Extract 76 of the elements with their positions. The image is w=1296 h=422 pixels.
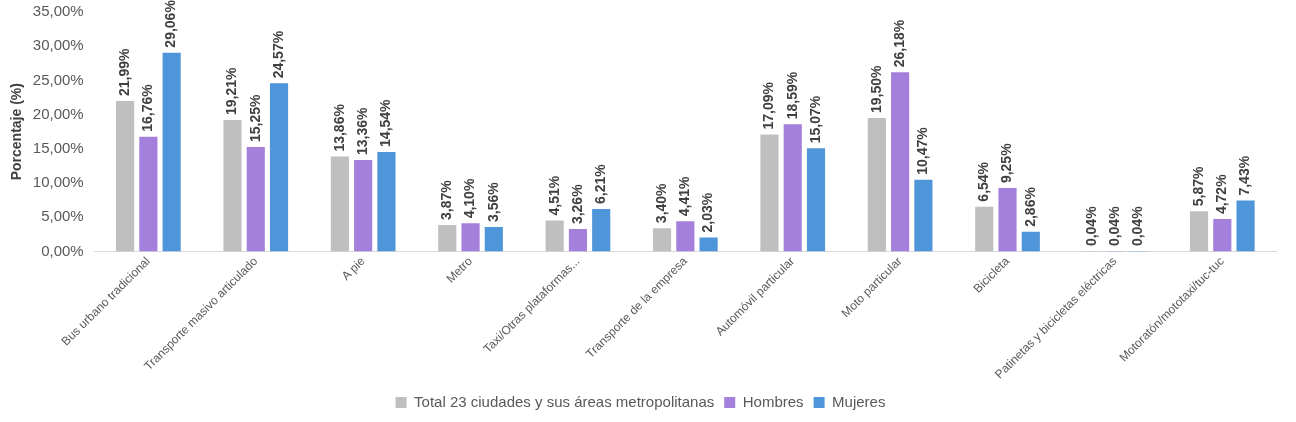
data-label: 14,54% xyxy=(377,98,394,147)
legend-label: Total 23 ciudades y sus áreas metropolitanas xyxy=(414,392,715,410)
bar xyxy=(891,72,910,252)
data-label: 3,40% xyxy=(652,182,669,224)
y-tick-label: 15,00% xyxy=(32,138,84,156)
data-label: 0,04% xyxy=(1082,205,1099,247)
bar xyxy=(377,151,396,252)
legend-label: Mujeres xyxy=(832,392,886,410)
bar xyxy=(461,223,480,252)
data-label: 15,25% xyxy=(246,94,263,143)
bar xyxy=(223,120,242,252)
data-label: 18,59% xyxy=(783,71,800,120)
data-label: 5,87% xyxy=(1189,165,1206,207)
data-label: 17,09% xyxy=(760,81,777,130)
y-tick-label: 5,00% xyxy=(41,207,84,225)
data-label: 6,54% xyxy=(975,161,992,202)
data-label: 13,36% xyxy=(354,106,371,156)
data-label: 21,99% xyxy=(115,47,132,96)
data-label: 13,86% xyxy=(330,103,347,152)
data-label: 24,57% xyxy=(269,30,286,79)
data-label: 9,25% xyxy=(998,142,1015,184)
bar xyxy=(1236,200,1255,252)
bar xyxy=(354,160,373,252)
data-label: 6,21% xyxy=(592,163,609,204)
bar xyxy=(545,220,564,252)
bar xyxy=(484,227,503,252)
data-label: 15,07% xyxy=(806,95,823,144)
data-label: 4,41% xyxy=(676,175,693,217)
bar xyxy=(975,206,994,252)
data-label: 4,10% xyxy=(461,178,478,219)
bar xyxy=(246,147,265,252)
legend-label: Hombres xyxy=(742,392,804,410)
y-tick-label: 30,00% xyxy=(32,36,84,54)
bar xyxy=(1213,219,1232,252)
bar xyxy=(652,228,672,252)
bar xyxy=(330,156,349,252)
data-label: 7,43% xyxy=(1236,155,1253,196)
data-label: 16,76% xyxy=(139,83,156,132)
bar xyxy=(269,83,289,252)
bar xyxy=(998,188,1017,252)
data-label: 29,06% xyxy=(162,0,179,48)
data-label: 4,51% xyxy=(545,175,562,216)
bar xyxy=(1021,231,1040,252)
bar xyxy=(116,100,135,252)
data-label: 3,87% xyxy=(438,179,455,220)
data-label: 0,04% xyxy=(1129,205,1146,247)
bar xyxy=(568,229,588,252)
data-label: 4,72% xyxy=(1213,173,1230,215)
bar xyxy=(592,208,611,252)
bar xyxy=(760,134,779,252)
data-label: 10,47% xyxy=(914,126,931,175)
bar xyxy=(438,224,457,252)
data-label: 19,21% xyxy=(223,66,240,115)
data-label: 0,04% xyxy=(1105,205,1122,247)
y-tick-label: 0,00% xyxy=(41,241,84,259)
data-label: 26,18% xyxy=(890,19,907,68)
data-label: 19,50% xyxy=(867,64,884,114)
bar xyxy=(867,118,886,252)
data-label: 3,26% xyxy=(568,183,585,225)
y-tick-label: 10,00% xyxy=(32,173,84,191)
y-tick-label: 25,00% xyxy=(32,70,84,88)
bar xyxy=(783,124,802,252)
bar xyxy=(676,221,695,252)
bar xyxy=(139,136,158,252)
bar xyxy=(1189,211,1209,252)
bar xyxy=(162,52,181,252)
y-tick-label: 35,00% xyxy=(32,2,84,20)
data-label: 2,86% xyxy=(1021,186,1038,227)
y-tick-label: 20,00% xyxy=(32,104,84,122)
data-label: 2,03% xyxy=(699,192,716,233)
bar xyxy=(914,179,933,252)
x-tick-label: A pie xyxy=(338,253,368,283)
y-axis-title: Porcentaje (%) xyxy=(8,83,25,181)
bar xyxy=(806,148,826,252)
data-label: 3,56% xyxy=(484,181,501,223)
bar xyxy=(699,237,718,252)
